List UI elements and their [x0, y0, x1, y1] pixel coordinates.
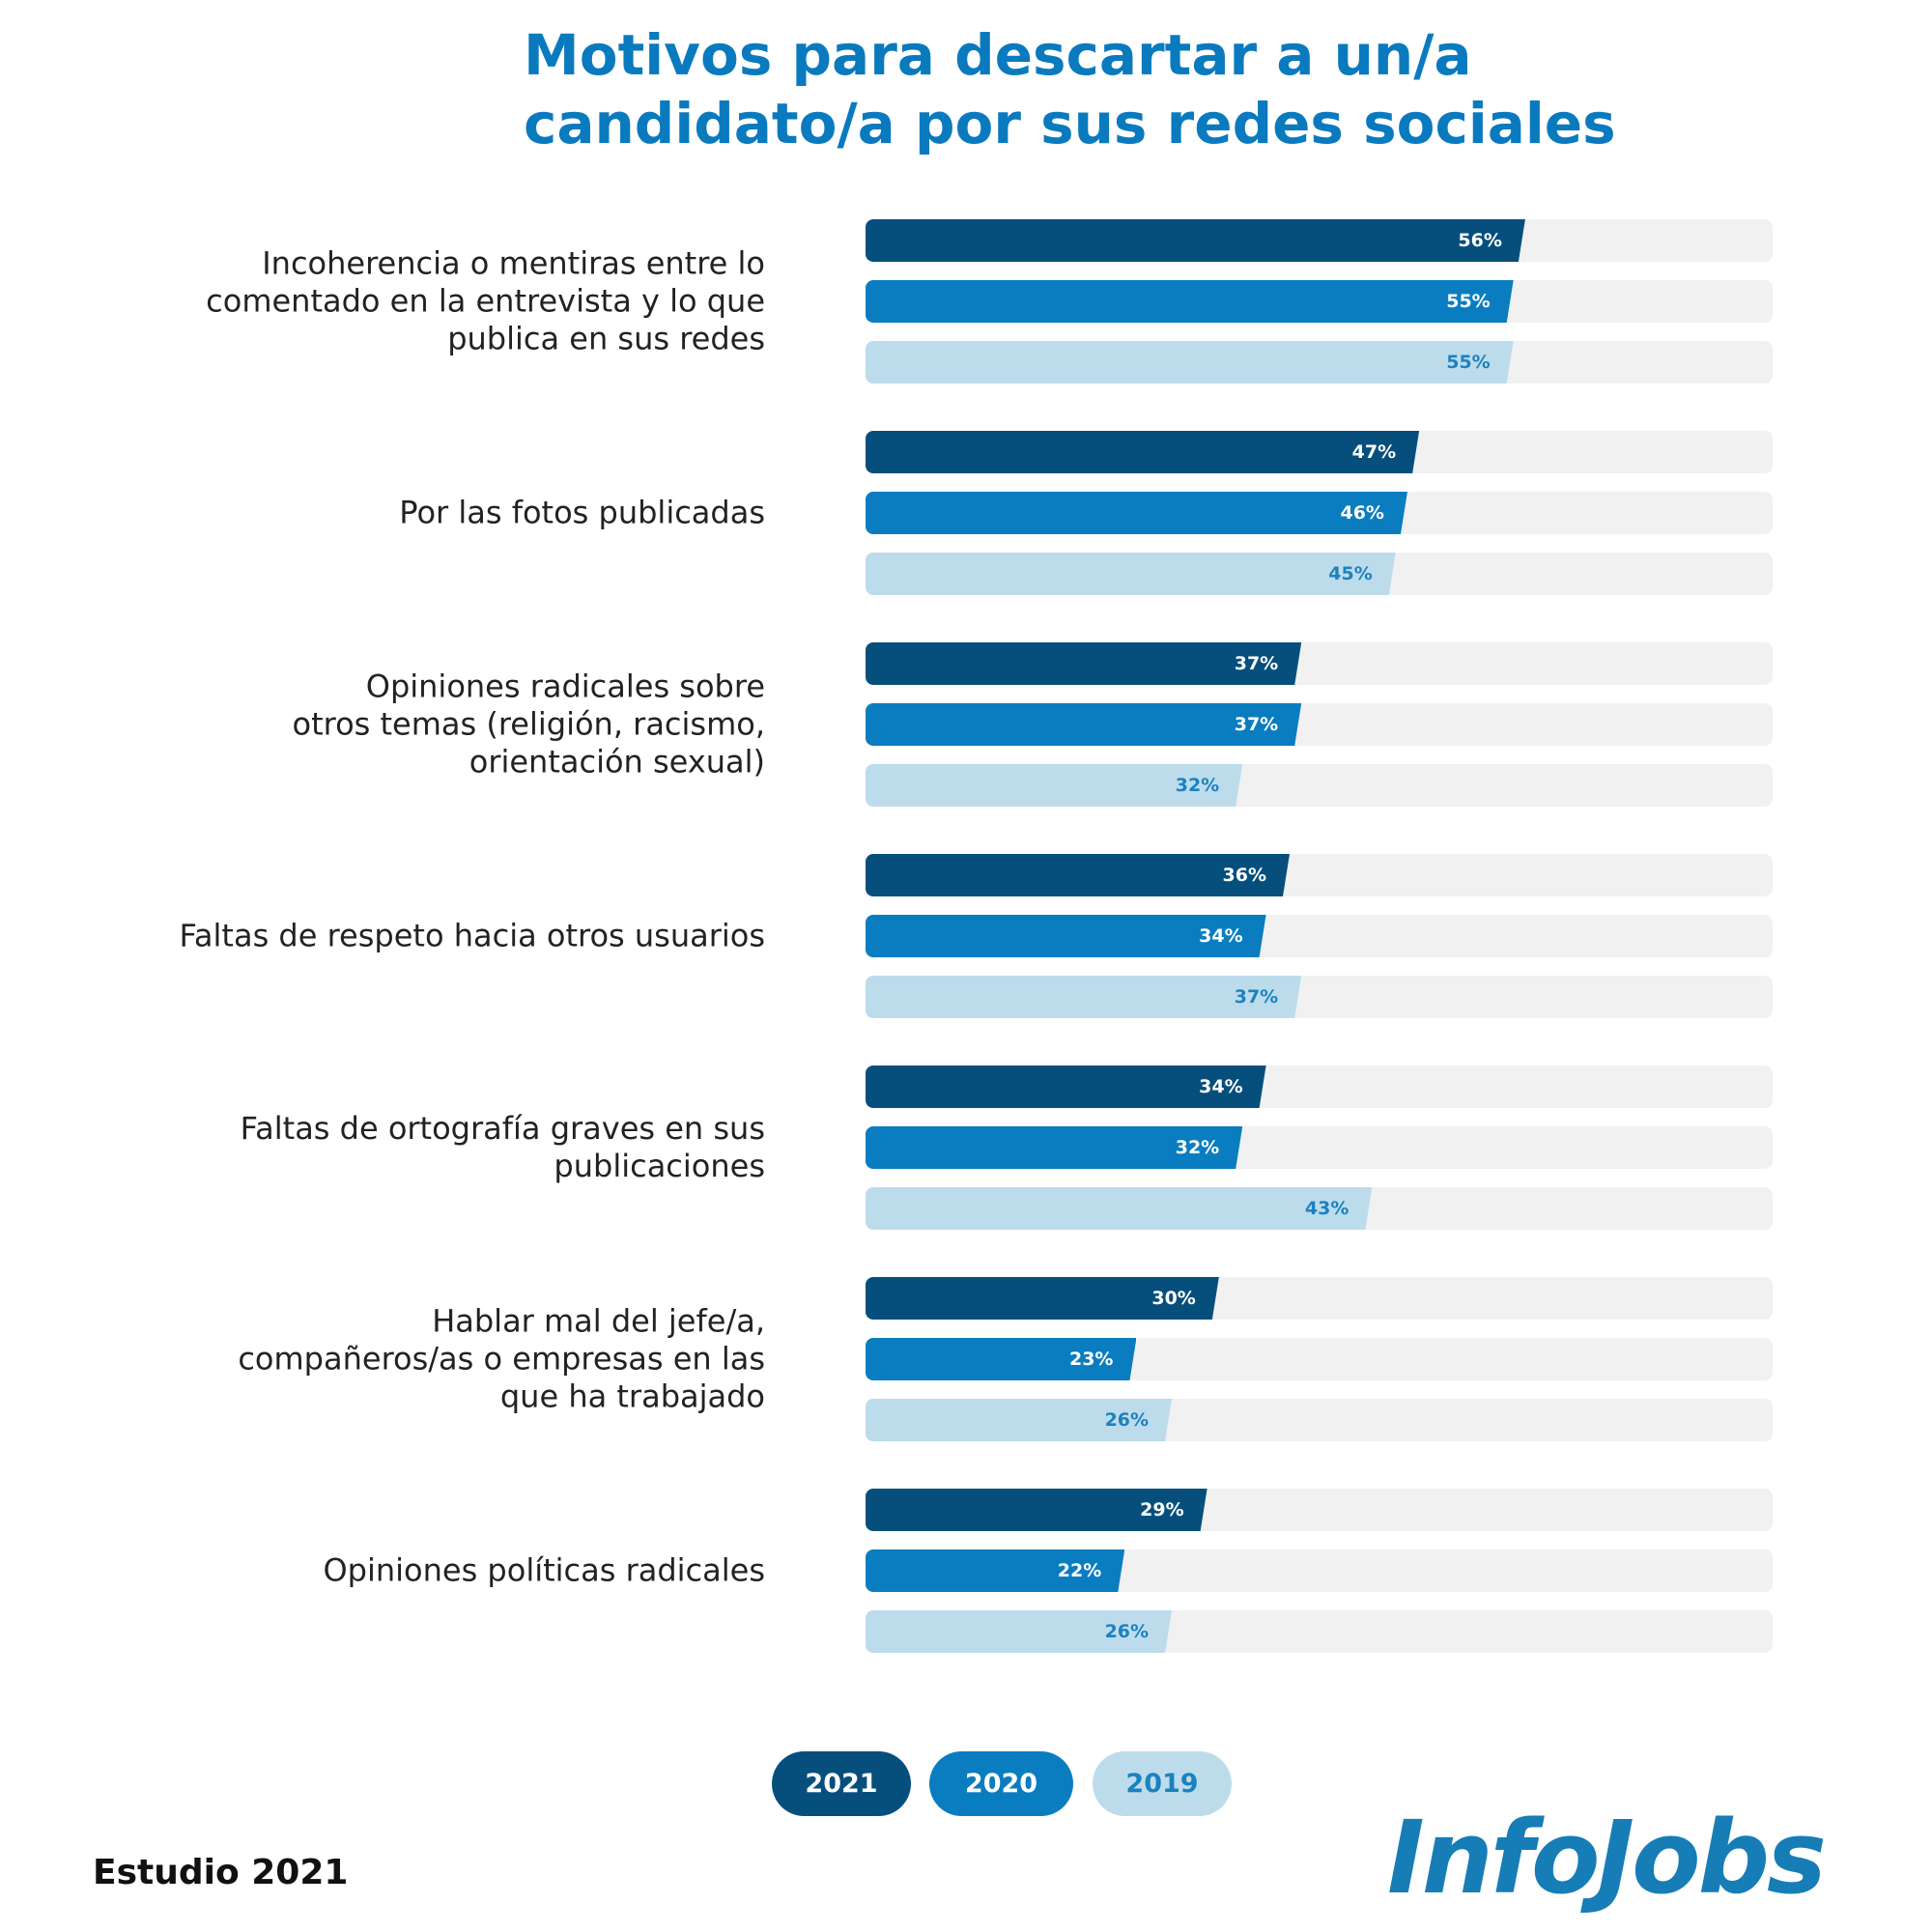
- value-label: 37%: [1234, 714, 1279, 735]
- value-label: 37%: [1234, 986, 1279, 1008]
- category-label: Incoherencia o mentiras entre lo comenta…: [206, 244, 765, 357]
- value-label: 26%: [1104, 1621, 1150, 1642]
- value-label: 26%: [1104, 1409, 1150, 1431]
- bar: [866, 764, 1242, 807]
- value-label: 55%: [1446, 291, 1491, 312]
- value-label: 29%: [1140, 1499, 1184, 1520]
- bar: [866, 915, 1266, 957]
- bar: [866, 280, 1514, 323]
- value-label: 22%: [1057, 1560, 1102, 1581]
- bar: [866, 976, 1301, 1018]
- category-label: Hablar mal del jefe/a, compañeros/as o e…: [238, 1302, 765, 1415]
- bar: [866, 431, 1419, 473]
- bar: [866, 703, 1301, 746]
- value-label: 30%: [1151, 1288, 1196, 1309]
- bar: [866, 341, 1514, 384]
- bar: [866, 1338, 1136, 1380]
- chart-title: Motivos para descartar a un/a candidato/…: [524, 22, 1616, 156]
- category-label: Faltas de respeto hacia otros usuarios: [179, 917, 765, 954]
- value-label: 32%: [1175, 1137, 1220, 1158]
- bar: [866, 1126, 1242, 1169]
- value-label: 23%: [1068, 1349, 1114, 1370]
- value-label: 55%: [1446, 352, 1491, 373]
- bar: [866, 219, 1525, 262]
- value-label: 47%: [1351, 441, 1397, 463]
- bar: [866, 1610, 1172, 1653]
- category-label: Opiniones radicales sobre otros temas (r…: [292, 668, 765, 781]
- bar: [866, 1065, 1266, 1108]
- bar: [866, 854, 1290, 896]
- logo: InfoJobs: [1387, 1799, 1827, 1917]
- bar: [866, 1549, 1124, 1592]
- value-label: 34%: [1199, 1076, 1243, 1097]
- category-label: Opiniones políticas radicales: [323, 1551, 765, 1589]
- bar: [866, 1399, 1172, 1441]
- value-label: 37%: [1234, 653, 1279, 674]
- legend-item: 2020: [929, 1751, 1073, 1816]
- value-label: 32%: [1175, 775, 1220, 796]
- bar: [866, 1489, 1208, 1531]
- category-label: Faltas de ortografía graves en sus publi…: [240, 1110, 765, 1184]
- legend-item: 2021: [772, 1751, 911, 1816]
- value-label: 56%: [1458, 230, 1502, 251]
- bar: [866, 1277, 1219, 1320]
- category-label: Por las fotos publicadas: [399, 494, 765, 531]
- bar: [866, 492, 1407, 534]
- value-label: 36%: [1222, 865, 1266, 886]
- value-label: 43%: [1304, 1198, 1350, 1219]
- bar: [866, 1187, 1372, 1230]
- bar: [866, 553, 1396, 595]
- legend-item: 2019: [1093, 1751, 1232, 1816]
- bar: [866, 642, 1301, 685]
- value-label: 34%: [1199, 925, 1243, 947]
- value-label: 46%: [1340, 502, 1384, 524]
- source: Estudio 2021: [93, 1853, 349, 1892]
- value-label: 45%: [1328, 563, 1373, 584]
